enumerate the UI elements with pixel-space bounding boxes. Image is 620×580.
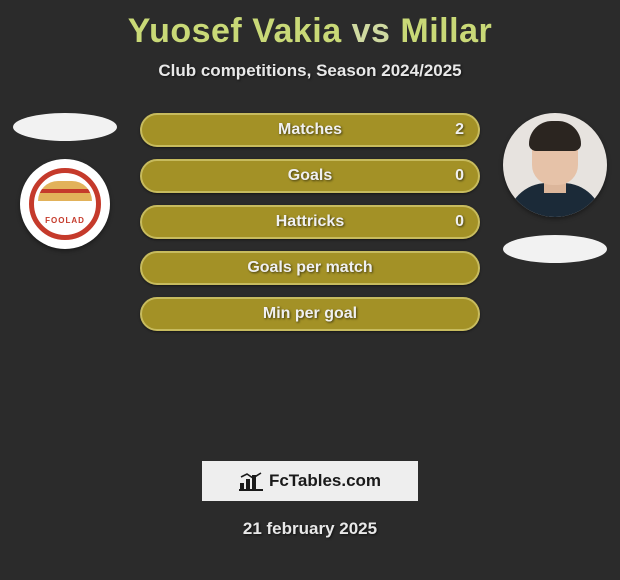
player2-column (500, 113, 610, 263)
comparison-card: Yuosef Vakia vs Millar Club competitions… (0, 0, 620, 580)
comparison-title: Yuosef Vakia vs Millar (0, 0, 620, 51)
club-badge-inner: FOOLAD (29, 168, 101, 240)
stat-label: Goals (288, 167, 332, 185)
stat-row-min-per-goal: Min per goal (140, 297, 480, 331)
stat-label: Min per goal (263, 305, 357, 323)
avatar-hair-shape (529, 121, 581, 151)
player2-placeholder-ellipse (503, 235, 607, 263)
player1-placeholder-ellipse (13, 113, 117, 141)
branding-label: FcTables.com (269, 471, 381, 491)
stat-row-goals-per-match: Goals per match (140, 251, 480, 285)
title-player1: Yuosef Vakia (128, 12, 342, 50)
club-badge-label: FOOLAD (34, 216, 96, 225)
stats-list: Matches 2 Goals 0 Hattricks 0 Goals per … (140, 113, 480, 331)
stat-row-goals: Goals 0 (140, 159, 480, 193)
content-area: FOOLAD Matches 2 Goals 0 (0, 113, 620, 443)
stat-row-hattricks: Hattricks 0 (140, 205, 480, 239)
stat-row-matches: Matches 2 (140, 113, 480, 147)
stat-right-value: 0 (455, 167, 464, 185)
stat-label: Hattricks (276, 213, 344, 231)
comparison-date: 21 february 2025 (0, 519, 620, 539)
player1-column: FOOLAD (10, 113, 120, 249)
stat-label: Goals per match (247, 259, 372, 277)
season-subtitle: Club competitions, Season 2024/2025 (0, 61, 620, 81)
title-vs: vs (352, 12, 391, 50)
club-badge-arch-icon (38, 181, 92, 201)
branding-box: FcTables.com (202, 461, 418, 501)
player1-club-badge: FOOLAD (20, 159, 110, 249)
bar-chart-icon (239, 471, 263, 491)
player2-avatar (503, 113, 607, 217)
stat-right-value: 2 (455, 121, 464, 139)
title-player2: Millar (400, 12, 492, 50)
stat-right-value: 0 (455, 213, 464, 231)
stat-label: Matches (278, 121, 342, 139)
